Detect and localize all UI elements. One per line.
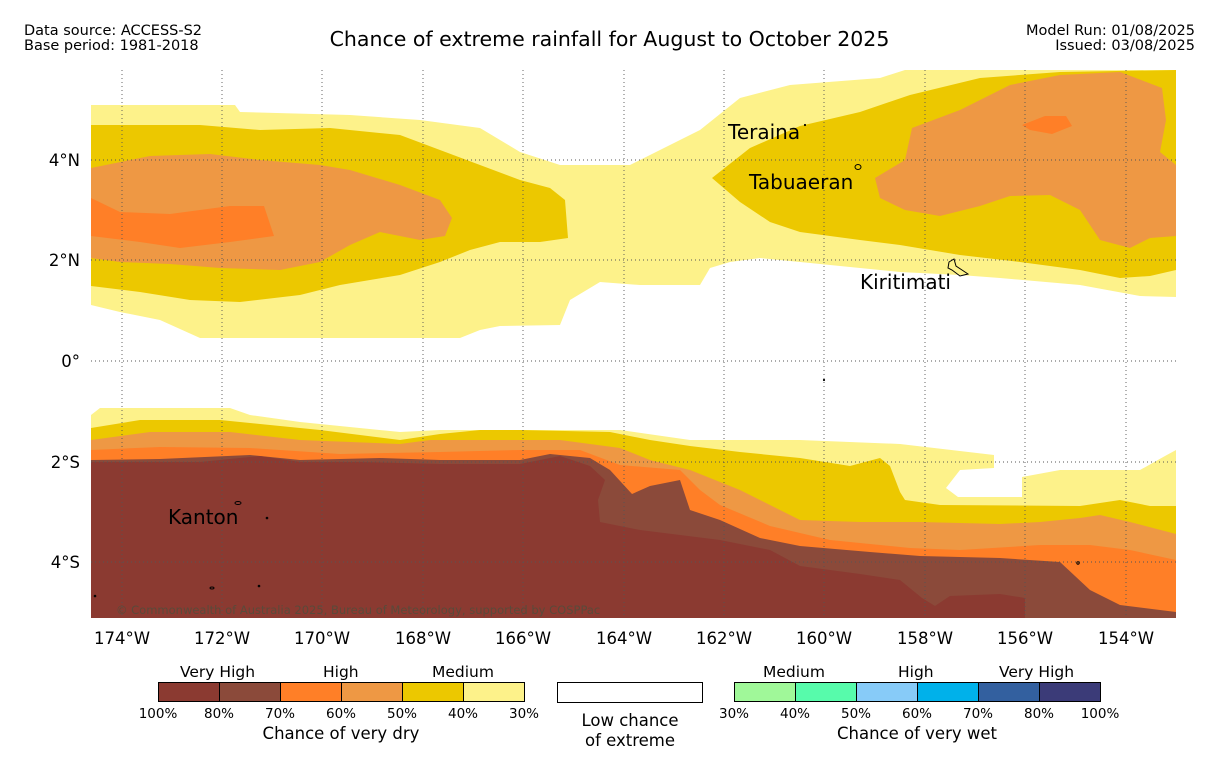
- legend-dry-title: Chance of very dry: [262, 724, 420, 743]
- legend-tick-label: 50%: [840, 706, 871, 722]
- lon-tick-label: 156°W: [997, 629, 1053, 648]
- model-run-label: Model Run: 01/08/2025: [1025, 23, 1195, 39]
- legend-dry-group-medium: Medium: [432, 663, 494, 681]
- latitude-labels: 4°N 2°N 0° 2°S 4°S: [49, 151, 80, 572]
- place-kiritimati: Kiritimati: [860, 270, 951, 294]
- lon-tick-label: 162°W: [696, 629, 752, 648]
- lat-tick-label: 0°: [61, 352, 80, 371]
- legend-swatch: [734, 682, 796, 702]
- legend-wet-group-high: High: [898, 663, 934, 681]
- legend-tick-label: 60%: [901, 706, 932, 722]
- legend-tick-label: 50%: [386, 706, 417, 722]
- legend-swatch: [795, 682, 857, 702]
- lon-tick-label: 170°W: [294, 629, 350, 648]
- lon-tick-label: 160°W: [796, 629, 852, 648]
- legend-tick-label: 60%: [325, 706, 356, 722]
- legend-low-line1: Low chance: [581, 711, 679, 730]
- north-band-60: [91, 198, 274, 248]
- legend-tick-label: 70%: [264, 706, 295, 722]
- legend-tick-label: 30%: [718, 706, 749, 722]
- legend-low-label: Low chance of extreme: [557, 711, 703, 751]
- legend-dry-group-high: High: [323, 663, 359, 681]
- legend-tick-label: 100%: [1080, 706, 1120, 722]
- north-band-30-patch: [540, 256, 564, 280]
- legend-tick-label: 100%: [138, 706, 178, 722]
- lat-tick-label: 2°S: [51, 453, 80, 472]
- lat-tick-label: 4°N: [49, 151, 80, 170]
- issued-label: Issued: 03/08/2025: [1055, 38, 1195, 54]
- legend-tick-label: 80%: [203, 706, 234, 722]
- lon-tick-label: 158°W: [897, 629, 953, 648]
- legend-low-swatch: [557, 682, 703, 703]
- header-right: Model Run: 01/08/2025 Issued: 03/08/2025: [1026, 24, 1195, 54]
- legend-dry-group-very-high: Very High: [180, 663, 256, 681]
- legend-swatch: [463, 682, 525, 702]
- place-tabuaeran: Tabuaeran: [748, 170, 853, 194]
- lon-tick-label: 164°W: [596, 629, 652, 648]
- legend-swatch: [1039, 682, 1101, 702]
- legend-wet-title: Chance of very wet: [837, 724, 997, 743]
- lon-tick-label: 168°W: [395, 629, 451, 648]
- map-fields: [91, 70, 1176, 618]
- lon-tick-label: 154°W: [1098, 629, 1154, 648]
- legend-tick-label: 30%: [508, 706, 539, 722]
- map-title: Chance of extreme rainfall for August to…: [329, 27, 890, 51]
- legend-wet-group-medium: Medium: [763, 663, 825, 681]
- south-band-80: [91, 456, 1025, 618]
- legend-swatch: [341, 682, 403, 702]
- legend-low-line2: of extreme: [584, 731, 676, 750]
- lat-tick-label: 4°S: [51, 553, 80, 572]
- legend-tick-label: 40%: [447, 706, 478, 722]
- lon-tick-label: 166°W: [495, 629, 551, 648]
- legend-swatch: [978, 682, 1040, 702]
- legend-swatch: [917, 682, 979, 702]
- place-teraina: Teraina: [727, 120, 800, 144]
- legend-swatch: [280, 682, 342, 702]
- lat-tick-label: 2°N: [49, 251, 80, 270]
- east-band-50: [875, 72, 1176, 248]
- legend-tick-label: 40%: [779, 706, 810, 722]
- data-source-label: Data source: ACCESS-S2: [24, 23, 203, 39]
- base-period-label: Base period: 1981-2018: [24, 38, 199, 54]
- lon-tick-label: 174°W: [94, 629, 150, 648]
- legend-swatch: [219, 682, 281, 702]
- header-left: Data source: ACCESS-S2 Base period: 1981…: [24, 24, 202, 54]
- legend-tick-label: 70%: [962, 706, 993, 722]
- legend-swatch: [158, 682, 220, 702]
- legend-wet-group-very-high: Very High: [999, 663, 1075, 681]
- legend-swatch: [402, 682, 464, 702]
- copyright-note: © Commonwealth of Australia 2025, Bureau…: [116, 603, 600, 617]
- legend-tick-label: 80%: [1023, 706, 1054, 722]
- graticule: [91, 70, 1176, 618]
- east-band-60: [1022, 116, 1072, 134]
- island-outlines: [93, 123, 1080, 598]
- longitude-labels: 174°W 172°W 170°W 168°W 166°W 164°W 162°W 160°W…: [94, 629, 1154, 648]
- place-kanton: Kanton: [168, 505, 238, 529]
- lon-tick-label: 172°W: [194, 629, 250, 648]
- legend-swatch: [856, 682, 918, 702]
